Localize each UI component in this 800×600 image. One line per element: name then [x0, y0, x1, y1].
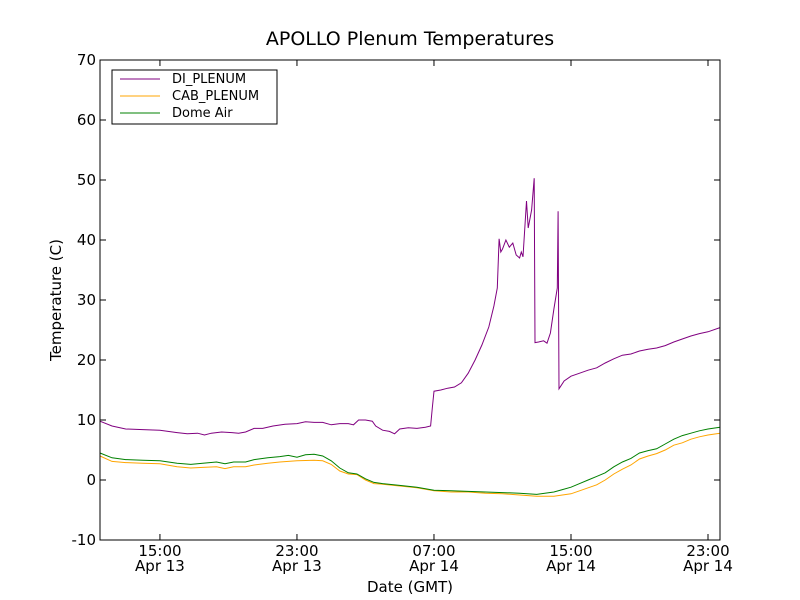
- series-line-cab-plenum: [99, 432, 721, 497]
- legend-label-dome-air: Dome Air: [172, 106, 233, 121]
- x-tick-label: 23:00: [686, 542, 729, 560]
- y-axis: -10 0 10 20 30 40 50 60 70: [72, 51, 720, 549]
- legend: DI_PLENUM CAB_PLENUM Dome Air: [111, 69, 278, 125]
- x-tick-label: 07:00: [412, 542, 455, 560]
- x-tick-sublabel: Apr 14: [683, 557, 733, 575]
- y-tick-label: 0: [86, 471, 96, 489]
- x-tick-label: 23:00: [275, 542, 318, 560]
- series-line-di-plenum: [99, 178, 721, 436]
- y-tick-label: 50: [77, 171, 96, 189]
- x-tick-sublabel: Apr 14: [546, 557, 596, 575]
- chart-title: APOLLO Plenum Temperatures: [266, 28, 554, 50]
- x-axis-label: Date (GMT): [367, 578, 453, 596]
- y-tick-label: -10: [72, 531, 97, 549]
- y-tick-label: 10: [77, 411, 96, 429]
- y-tick-label: 30: [77, 291, 96, 309]
- x-tick-sublabel: Apr 14: [409, 557, 459, 575]
- series-layer: [99, 178, 721, 497]
- series-line-dome-air: [99, 426, 721, 495]
- x-tick-sublabel: Apr 13: [272, 557, 322, 575]
- legend-label-di-plenum: DI_PLENUM: [172, 72, 246, 87]
- y-tick-label: 70: [77, 51, 96, 69]
- y-tick-label: 20: [77, 351, 96, 369]
- y-tick-label: 60: [77, 111, 96, 129]
- x-tick-label: 15:00: [549, 542, 592, 560]
- y-tick-label: 40: [77, 231, 96, 249]
- x-tick-label: 15:00: [138, 542, 181, 560]
- y-axis-label: Temperature (C): [47, 239, 65, 362]
- legend-label-cab-plenum: CAB_PLENUM: [172, 89, 259, 104]
- x-tick-sublabel: Apr 13: [135, 557, 185, 575]
